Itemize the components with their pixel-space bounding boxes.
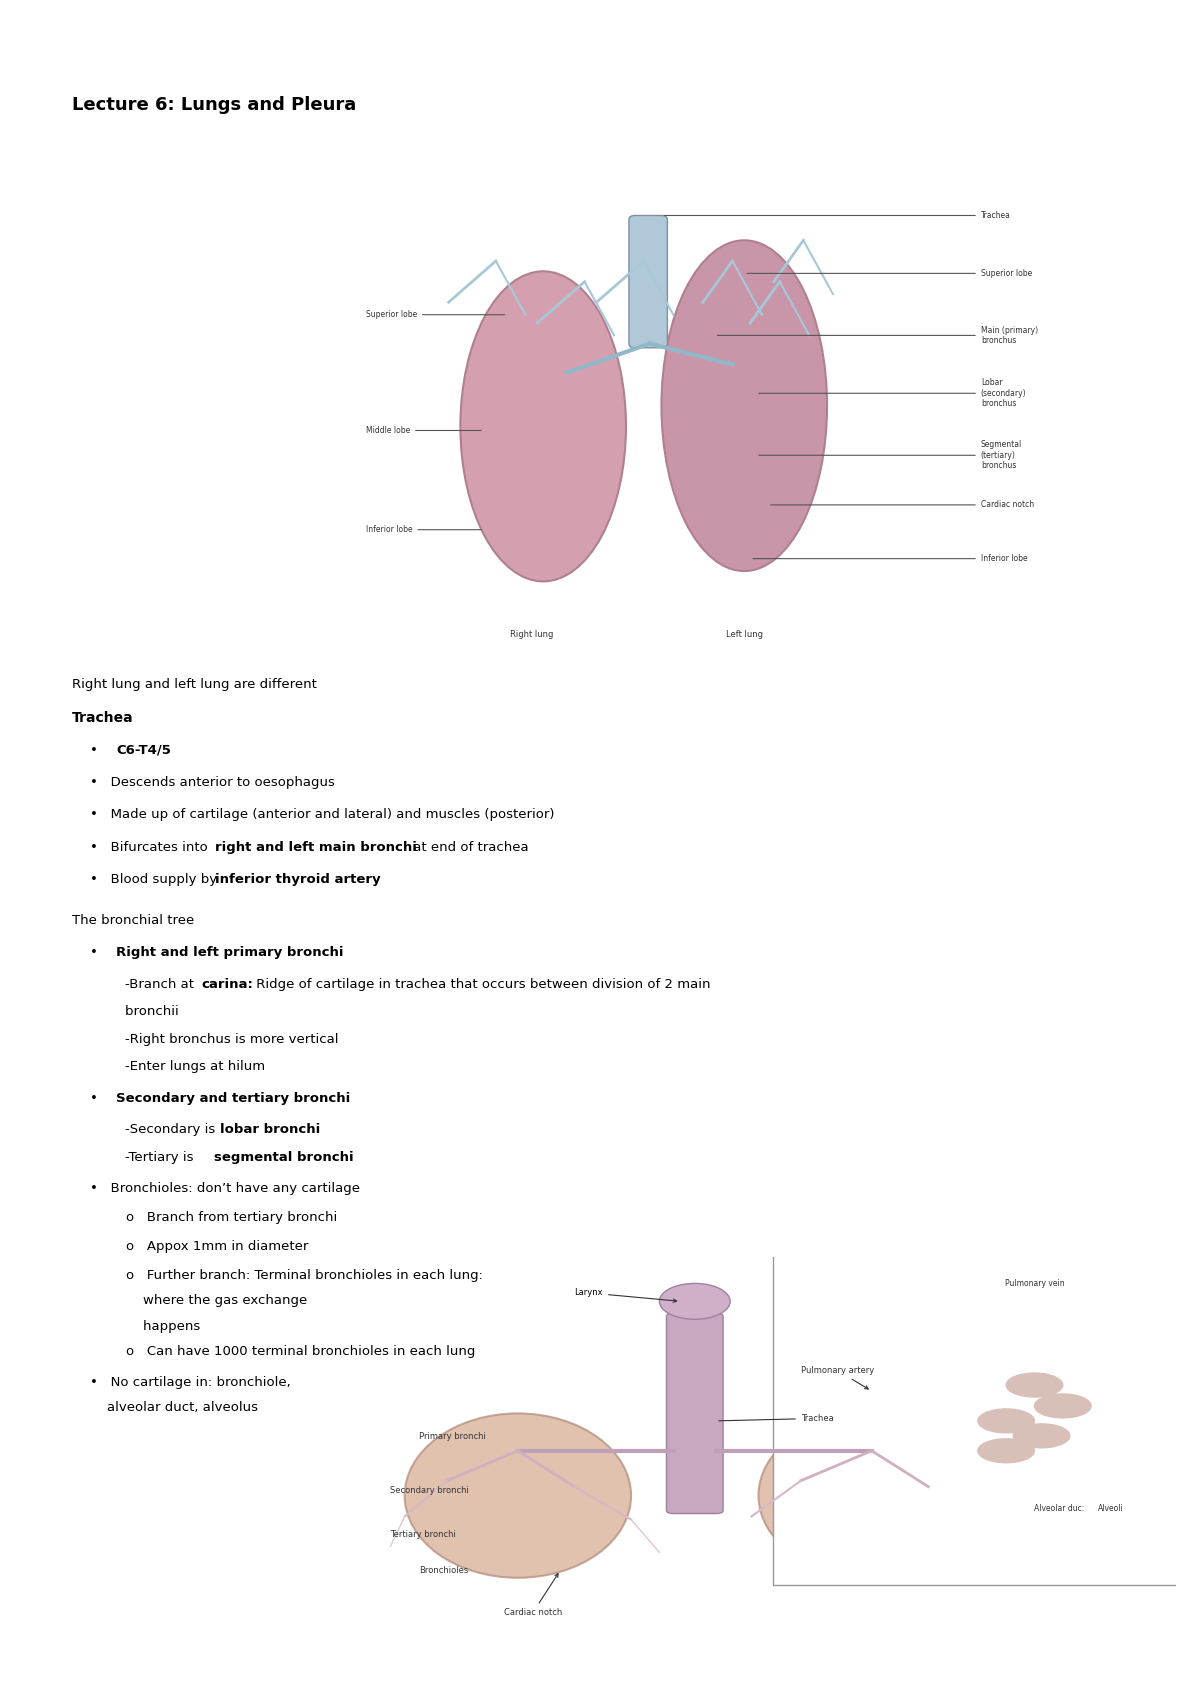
- Ellipse shape: [659, 1284, 730, 1319]
- Text: Superior lobe: Superior lobe: [748, 268, 1032, 278]
- Text: •   Bronchioles: don’t have any cartilage: • Bronchioles: don’t have any cartilage: [90, 1182, 360, 1195]
- Text: Secondary and tertiary bronchi: Secondary and tertiary bronchi: [116, 1092, 350, 1105]
- Ellipse shape: [404, 1413, 631, 1577]
- Text: Tertiary bronchi: Tertiary bronchi: [390, 1530, 456, 1540]
- Text: C6-T4/5: C6-T4/5: [116, 744, 172, 757]
- Text: Larynx: Larynx: [575, 1289, 677, 1302]
- Text: •   Descends anterior to oesophagus: • Descends anterior to oesophagus: [90, 776, 335, 790]
- Text: •   Blood supply by: • Blood supply by: [90, 873, 221, 886]
- Text: Trachea: Trachea: [72, 711, 133, 725]
- Text: Cardiac notch: Cardiac notch: [504, 1574, 562, 1616]
- Text: Left lung: Left lung: [726, 630, 763, 638]
- Text: Alveoli: Alveoli: [1098, 1503, 1124, 1513]
- Text: where the gas exchange: where the gas exchange: [126, 1294, 307, 1307]
- Text: -Enter lungs at hilum: -Enter lungs at hilum: [108, 1060, 265, 1073]
- Text: Inferior lobe: Inferior lobe: [366, 525, 481, 535]
- Text: o   Further branch: Terminal bronchioles in each lung:: o Further branch: Terminal bronchioles i…: [126, 1268, 482, 1282]
- Text: •: •: [90, 744, 110, 757]
- Text: alveolar duct, alveolus: alveolar duct, alveolus: [90, 1401, 258, 1414]
- Circle shape: [978, 1438, 1034, 1462]
- Text: at end of trachea: at end of trachea: [409, 841, 529, 854]
- Text: -Branch at: -Branch at: [108, 978, 198, 992]
- FancyBboxPatch shape: [666, 1313, 724, 1513]
- Circle shape: [1006, 1374, 1063, 1397]
- Text: o   Branch from tertiary bronchi: o Branch from tertiary bronchi: [126, 1211, 337, 1224]
- Text: o   Appox 1mm in diameter: o Appox 1mm in diameter: [126, 1240, 308, 1253]
- Text: Alveolar duc:: Alveolar duc:: [1034, 1503, 1085, 1513]
- Text: carina:: carina:: [202, 978, 253, 992]
- Text: •: •: [90, 946, 110, 959]
- Ellipse shape: [461, 272, 626, 581]
- Text: Right and left primary bronchi: Right and left primary bronchi: [116, 946, 344, 959]
- Text: Bronchioles: Bronchioles: [419, 1566, 468, 1576]
- Text: Right lung and left lung are different: Right lung and left lung are different: [72, 678, 317, 691]
- Text: •   No cartilage in: bronchiole,: • No cartilage in: bronchiole,: [90, 1375, 290, 1389]
- Text: Inferior lobe: Inferior lobe: [752, 554, 1027, 564]
- FancyBboxPatch shape: [773, 1212, 1200, 1586]
- Text: Pulmonary artery: Pulmonary artery: [800, 1367, 874, 1389]
- Text: Pulmonary vein: Pulmonary vein: [1004, 1279, 1064, 1289]
- Text: Cardiac notch: Cardiac notch: [770, 501, 1034, 509]
- FancyBboxPatch shape: [629, 216, 667, 348]
- Ellipse shape: [758, 1413, 985, 1577]
- Text: The bronchial tree: The bronchial tree: [72, 914, 194, 927]
- Circle shape: [1034, 1394, 1091, 1418]
- Text: happens: happens: [126, 1319, 200, 1333]
- Text: Segmental
(tertiary)
bronchus: Segmental (tertiary) bronchus: [758, 440, 1022, 470]
- Text: •   Made up of cartilage (anterior and lateral) and muscles (posterior): • Made up of cartilage (anterior and lat…: [90, 808, 554, 822]
- Text: Trachea: Trachea: [665, 211, 1010, 221]
- Text: Trachea: Trachea: [719, 1414, 834, 1423]
- Text: Main (primary)
bronchus: Main (primary) bronchus: [718, 326, 1038, 345]
- Text: -Secondary is: -Secondary is: [108, 1122, 220, 1136]
- Circle shape: [1013, 1425, 1070, 1448]
- Text: Lecture 6: Lungs and Pleura: Lecture 6: Lungs and Pleura: [72, 97, 356, 114]
- Text: lobar bronchi: lobar bronchi: [221, 1122, 320, 1136]
- Text: Right lung: Right lung: [510, 630, 553, 638]
- Text: inferior thyroid artery: inferior thyroid artery: [215, 873, 380, 886]
- Text: -Right bronchus is more vertical: -Right bronchus is more vertical: [108, 1032, 338, 1046]
- Text: Lobar
(secondary)
bronchus: Lobar (secondary) bronchus: [758, 379, 1026, 408]
- Text: •: •: [90, 1092, 110, 1105]
- Text: •   Bifurcates into: • Bifurcates into: [90, 841, 212, 854]
- Text: right and left main bronchi: right and left main bronchi: [215, 841, 416, 854]
- Text: Middle lobe: Middle lobe: [366, 426, 481, 435]
- Text: Primary bronchi: Primary bronchi: [419, 1431, 486, 1442]
- Text: segmental bronchi: segmental bronchi: [214, 1151, 354, 1165]
- Circle shape: [978, 1409, 1034, 1433]
- Text: Secondary bronchi: Secondary bronchi: [390, 1486, 469, 1494]
- Text: Superior lobe: Superior lobe: [366, 311, 505, 319]
- Ellipse shape: [661, 241, 827, 571]
- Text: o   Can have 1000 terminal bronchioles in each lung: o Can have 1000 terminal bronchioles in …: [126, 1345, 475, 1358]
- Text: bronchii: bronchii: [108, 1005, 179, 1019]
- Text: Ridge of cartilage in trachea that occurs between division of 2 main: Ridge of cartilage in trachea that occur…: [252, 978, 710, 992]
- Text: -Tertiary is: -Tertiary is: [108, 1151, 198, 1165]
